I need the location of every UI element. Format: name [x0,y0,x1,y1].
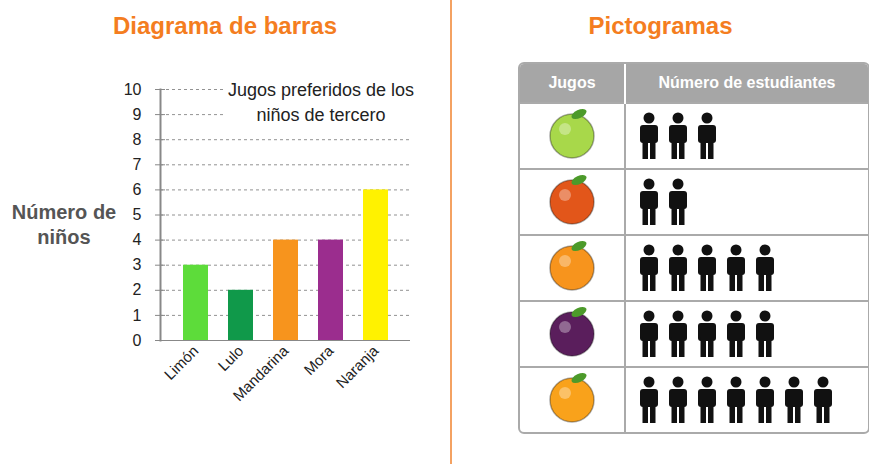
html-text:Diagrama de barras: Diagrama de barras [112,12,337,39]
svg-text:3: 3 [133,256,142,273]
svg-text:9: 9 [133,106,142,123]
svg-text:Naranja: Naranja [332,342,382,392]
svg-text:8: 8 [133,131,142,148]
svg-text:Limón: Limón [161,342,202,383]
svg-text:Mora: Mora [300,342,337,379]
html-text:Pictogramas: Pictogramas [588,12,733,39]
svg-text:Lulo: Lulo [214,342,246,374]
svg-text:10: 10 [124,81,142,98]
svg-text:2: 2 [133,281,142,298]
html-text:Número de niños: Número de niños [11,201,117,248]
svg-text:Mandarina: Mandarina [229,342,292,405]
html-text:Número de estudiantes: Número de estudiantes [658,74,836,91]
svg-text:5: 5 [133,206,142,223]
svg-text:6: 6 [133,181,142,198]
svg-text:4: 4 [133,231,142,248]
svg-text:1: 1 [133,307,142,324]
html-text:Jugos: Jugos [548,74,596,91]
svg-text:0: 0 [133,332,142,349]
html-text:Jugos preferidos de los niños: Jugos preferidos de los niños de tercero [227,80,414,125]
svg-text:7: 7 [133,156,142,173]
